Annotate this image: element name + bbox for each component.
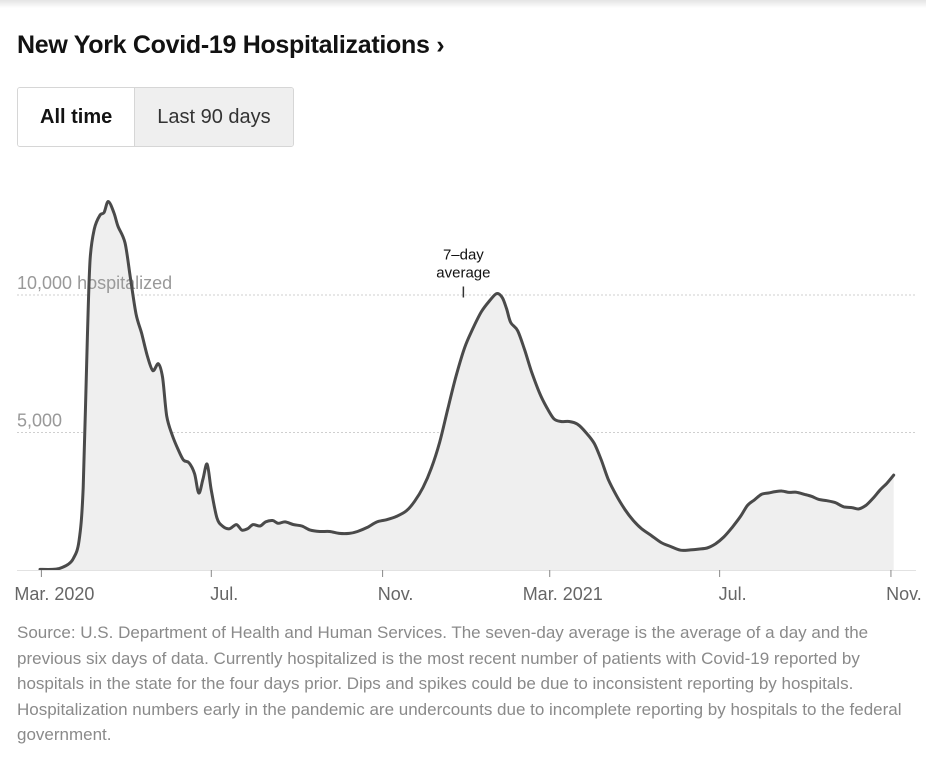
tab-last-90-days[interactable]: Last 90 days — [135, 88, 293, 146]
x-tick-label: Mar. 2020 — [14, 584, 94, 604]
x-tick-label: Jul. — [210, 584, 238, 604]
page-title[interactable]: New York Covid-19 Hospitalizations › — [17, 31, 445, 59]
x-tick-label: Nov. — [886, 584, 922, 604]
area-fill — [40, 201, 894, 570]
source-note: Source: U.S. Department of Health and Hu… — [17, 623, 902, 744]
x-tick-label: Jul. — [719, 584, 747, 604]
seven-day-average-line — [38, 200, 896, 571]
time-range-toggle: All time Last 90 days — [17, 87, 294, 147]
annotation-label-line2: average — [436, 265, 490, 282]
top-divider — [0, 0, 926, 8]
annotation-label-line1: 7–day — [443, 247, 484, 264]
tab-all-time[interactable]: All time — [18, 88, 136, 146]
x-tick-label: Mar. 2021 — [523, 584, 603, 604]
x-axis: Mar. 2020 Jul. Nov. Mar. 2021 Jul. Nov. — [14, 570, 922, 604]
x-tick-label: Nov. — [378, 584, 414, 604]
y-axis-labels: 10,000 hospitalized 5,000 — [17, 273, 172, 431]
hospitalizations-chart: 10,000 hospitalized 5,000 Mar. 2020 Jul. No… — [14, 200, 922, 604]
y-tick-label: 5,000 — [17, 411, 62, 431]
y-tick-label: 10,000 hospitalized — [17, 273, 172, 293]
